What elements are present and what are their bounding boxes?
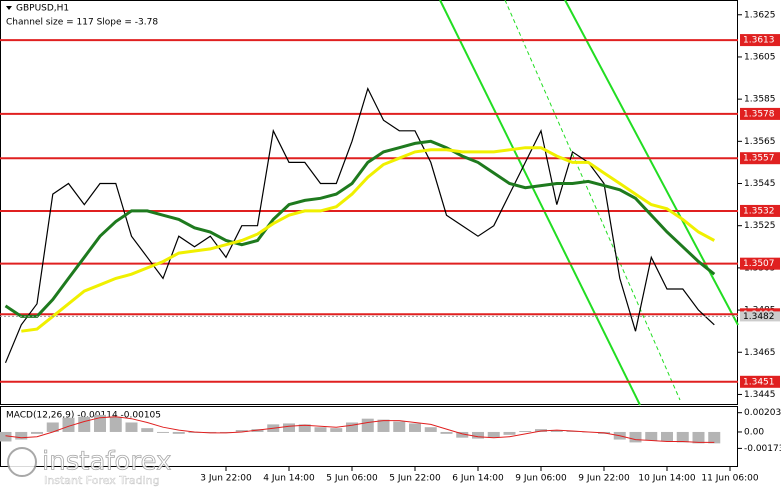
y-tick-label: 1.3625 — [744, 10, 776, 20]
macd-bar — [46, 422, 59, 432]
x-tick-label: 4 Jun 14:00 — [263, 474, 315, 484]
level-label: 1.3451 — [743, 377, 775, 387]
macd-bar — [141, 428, 154, 432]
macd-bar — [645, 431, 658, 441]
level-label-box — [740, 204, 780, 217]
level-label: 1.3532 — [743, 206, 775, 216]
chart-title: GBPUSD,H1 — [16, 4, 69, 14]
macd-bar — [330, 428, 343, 432]
logo-name: instaforex — [42, 447, 171, 477]
logo-icon — [7, 447, 37, 477]
macd-bar — [220, 431, 232, 433]
moving-average — [21, 146, 716, 333]
logo-tagline: Instant Forex Trading — [44, 474, 160, 487]
x-tick-label: 5 Jun 22:00 — [389, 474, 441, 484]
channel-mid-line — [504, 0, 681, 401]
macd-bar — [314, 427, 327, 432]
macd-bar — [298, 424, 311, 432]
macd-bar — [31, 431, 43, 434]
macd-bar — [283, 423, 295, 432]
level-label-box — [740, 375, 780, 388]
price-line — [4, 86, 715, 364]
level-label-box — [740, 152, 780, 165]
x-tick-label: 9 Jun 22:00 — [578, 474, 630, 484]
macd-bar — [78, 416, 91, 432]
macd-bar — [708, 431, 721, 444]
macd-bar — [692, 431, 705, 444]
chart-subtitle: Channel size = 117 Slope = -3.78 — [6, 18, 158, 28]
y-tick-label: 0.00203 — [744, 408, 781, 418]
x-tick-label: 5 Jun 06:00 — [326, 474, 378, 484]
x-tick-label: 6 Jun 14:00 — [452, 474, 504, 484]
macd-bar — [676, 431, 689, 443]
macd-bar — [172, 431, 185, 434]
moving-average — [4, 139, 716, 318]
macd-bar — [550, 430, 563, 432]
level-label-box — [740, 107, 780, 120]
macd-bar — [661, 431, 673, 442]
macd-bar — [94, 414, 106, 432]
level-label-box — [740, 34, 780, 47]
x-tick-label: 11 Jun 06:00 — [701, 474, 758, 484]
macd-bar — [346, 422, 358, 432]
x-tick-label: 3 Jun 22:00 — [200, 474, 252, 484]
symbol-marker — [6, 6, 12, 10]
signal-line — [5, 416, 715, 443]
macd-bar — [235, 430, 248, 432]
level-label: 1.3507 — [743, 259, 775, 269]
level-label: 1.3557 — [743, 154, 775, 164]
macd-bar — [109, 416, 122, 432]
last-price-box — [740, 311, 780, 322]
y-tick-label: 1.3525 — [744, 221, 776, 231]
y-tick-label: 1.3465 — [744, 348, 776, 358]
macd-bar — [125, 422, 138, 432]
x-tick-label: 9 Jun 06:00 — [515, 474, 567, 484]
y-tick-label: 1.3585 — [744, 95, 776, 105]
macd-bar — [424, 427, 437, 432]
y-tick-label: 1.3545 — [744, 179, 776, 189]
macd-bar — [487, 431, 500, 438]
level-label: 1.3613 — [743, 36, 775, 46]
macd-bar — [519, 431, 532, 432]
price-panel — [0, 0, 738, 405]
macd-title: MACD(12,26,9) -0.00114 -0.00105 — [6, 411, 161, 421]
y-tick-label: 1.3565 — [744, 137, 776, 147]
macd-bar — [629, 431, 642, 443]
macd-bar — [440, 431, 453, 434]
last-price-label: 1.3482 — [743, 312, 775, 322]
macd-bar — [377, 419, 390, 432]
logo: instaforex Instant Forex Trading — [7, 446, 172, 487]
y-tick-label: -0.00173 — [744, 444, 781, 454]
y-tick-label: 1.3445 — [744, 390, 776, 400]
macd-bar — [62, 417, 75, 432]
macd-bar — [409, 423, 421, 432]
y-tick-label: 0.00 — [744, 427, 764, 437]
y-tick-label: 1.3605 — [744, 52, 776, 62]
macd-bar — [393, 421, 406, 432]
macd-bar — [361, 418, 374, 432]
macd-bar — [503, 431, 516, 435]
level-label-box — [740, 257, 780, 270]
x-tick-label: 10 Jun 14:00 — [638, 474, 695, 484]
level-label: 1.3578 — [743, 109, 775, 119]
macd-bar — [157, 431, 169, 433]
macd-bar — [0, 431, 12, 442]
macd-bar — [15, 431, 28, 440]
macd-bar — [472, 431, 484, 439]
macd-bar — [456, 431, 469, 438]
channel-line — [439, 0, 641, 406]
